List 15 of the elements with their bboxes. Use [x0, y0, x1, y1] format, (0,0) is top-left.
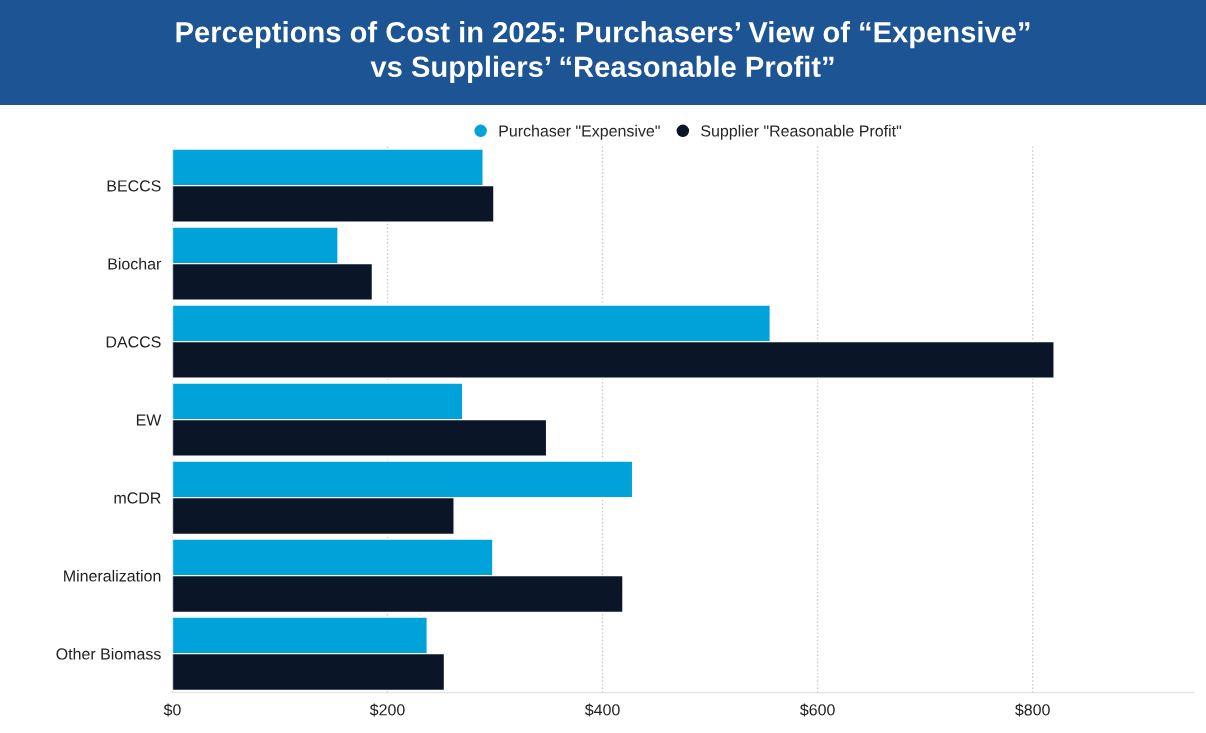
y-tick-label: BECCS — [107, 180, 161, 192]
legend-label: Supplier "Reasonable Profit" — [701, 124, 902, 140]
legend-label: Purchaser "Expensive" — [499, 124, 660, 140]
x-tick-label: $400 — [584, 703, 620, 717]
y-tick-label: mCDR — [114, 492, 161, 504]
chart-title: Perceptions of Cost in 2025: Purchasers’ View of “Expensive” vs Suppliers’ “Reasonable Profit” — [176, 21, 1030, 83]
x-tick-label: $800 — [1015, 703, 1050, 717]
x-tick-label: $200 — [369, 703, 405, 717]
y-tick-label: Biochar — [108, 257, 162, 270]
x-tick-label: $0 — [163, 703, 181, 717]
x-tick-label: $600 — [800, 703, 835, 717]
y-tick-label: DACCS — [106, 336, 161, 348]
y-tick-label: Other Biomass — [56, 647, 161, 660]
y-tick-label: Mineralization — [64, 569, 161, 582]
y-tick-label: EW — [136, 414, 162, 426]
